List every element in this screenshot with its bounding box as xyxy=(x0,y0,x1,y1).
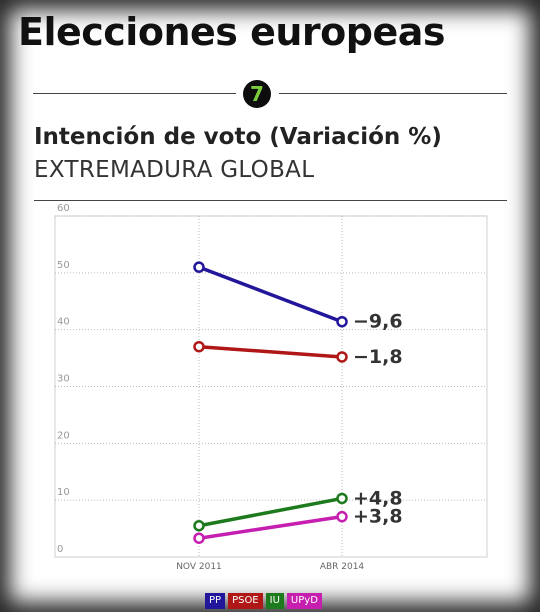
series-line-pp xyxy=(197,265,344,324)
data-point-iu-2 xyxy=(336,492,348,505)
chart-legend: PP PSOE IU UPyD xyxy=(205,593,322,609)
divider-right xyxy=(279,93,507,94)
change-label-pp: −9,6 xyxy=(353,311,403,333)
chart-subtitle: EXTREMADURA GLOBAL xyxy=(34,157,315,183)
divider-left xyxy=(33,93,236,94)
series-line-iu xyxy=(197,496,344,528)
legend-item-iu: IU xyxy=(265,593,284,609)
change-label-upyd: +3,8 xyxy=(353,506,403,528)
legend-item-pp: PP xyxy=(205,593,226,609)
data-point-iu-1 xyxy=(193,519,205,532)
x-tick-label: NOV 2011 xyxy=(176,562,222,572)
series-line-psoe xyxy=(197,344,344,359)
legend-item-upyd: UPyD xyxy=(286,593,322,609)
change-label-iu: +4,8 xyxy=(353,487,403,509)
y-tick-label: 0 xyxy=(57,544,63,555)
y-tick-label: 50 xyxy=(57,260,70,271)
legend-item-psoe: PSOE xyxy=(228,593,263,609)
page-title: Elecciones europeas xyxy=(18,10,446,54)
y-tick-label: 60 xyxy=(57,203,70,214)
data-point-pp-2 xyxy=(336,315,348,328)
series-line-upyd xyxy=(197,514,344,540)
line-chart: 0 10 20 30 40 50 60 NOV 2011 ABR 2014 −9,6 −1,8 +4,… xyxy=(54,203,488,572)
y-tick-label: 40 xyxy=(57,317,70,328)
data-point-upyd-1 xyxy=(193,532,205,544)
section-number-badge: 7 xyxy=(243,80,271,108)
change-label-psoe: −1,8 xyxy=(353,346,403,368)
y-tick-label: 30 xyxy=(57,374,70,385)
data-point-upyd-2 xyxy=(336,510,348,523)
divider-bottom xyxy=(34,200,507,201)
data-point-pp-1 xyxy=(193,261,205,273)
y-tick-label: 20 xyxy=(57,430,70,441)
data-point-psoe-1 xyxy=(193,340,205,353)
x-tick-label: ABR 2014 xyxy=(320,562,365,572)
chart-title: Intención de voto (Variación %) xyxy=(34,124,442,150)
y-tick-label: 10 xyxy=(57,487,70,498)
data-point-psoe-2 xyxy=(336,351,348,363)
